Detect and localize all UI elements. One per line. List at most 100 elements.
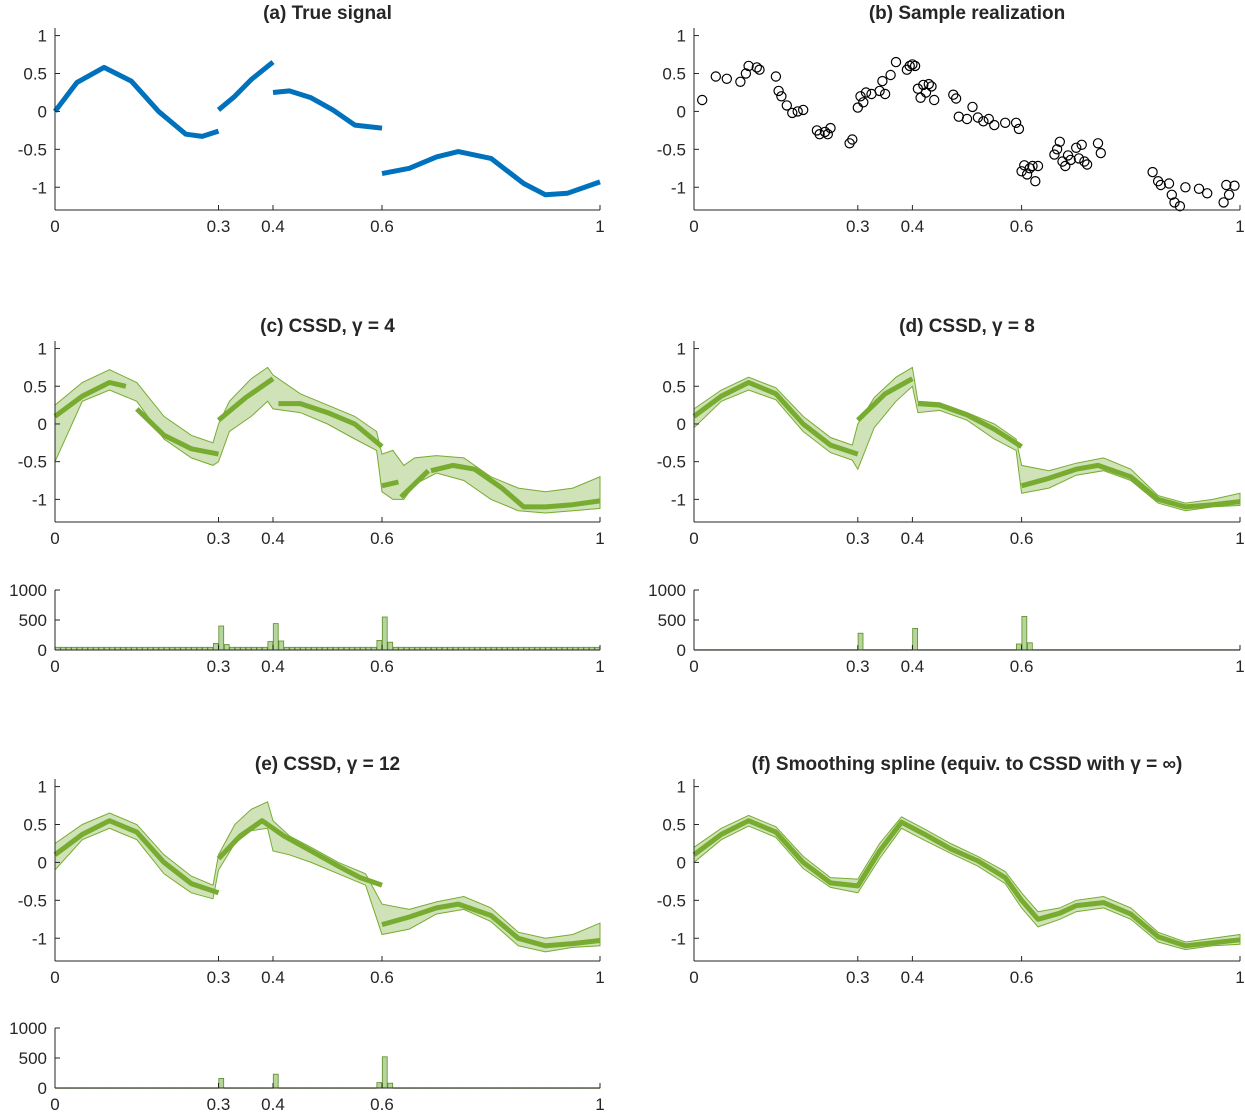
- x-tick-label: 0: [689, 657, 698, 676]
- x-tick-label: 0.3: [207, 657, 231, 676]
- scatter-point: [874, 85, 885, 97]
- scatter-point: [1054, 136, 1066, 147]
- panel-title: (f) Smoothing spline (equiv. to CSSD wit…: [752, 754, 1183, 775]
- y-tick-label: 0: [38, 641, 47, 660]
- scatter-point: [1019, 160, 1030, 171]
- series-line-fit-5: [381, 479, 399, 489]
- scatter-point: [773, 85, 784, 97]
- y-tick-label: 500: [19, 1049, 47, 1068]
- scatter-point: [1065, 154, 1076, 166]
- y-tick-label: 1: [38, 340, 47, 359]
- scatter-point: [1051, 144, 1063, 155]
- series-line-segment-2: [216, 60, 275, 112]
- x-tick-label: 0.6: [370, 657, 394, 676]
- y-tick-label: 0.5: [662, 65, 686, 84]
- y-tick-label: 1: [38, 27, 47, 46]
- scatter-point: [1155, 179, 1167, 191]
- y-tick-label: -0.5: [18, 453, 47, 472]
- x-tick-label: 0.4: [261, 657, 285, 676]
- series-line-segment-4: [381, 149, 601, 198]
- x-tick-label: 0.6: [370, 217, 394, 236]
- series-line-segment-3: [272, 88, 383, 131]
- scatter-point: [978, 116, 989, 127]
- histogram-bar: [218, 625, 225, 651]
- scatter-point: [754, 64, 765, 75]
- y-tick-label: 0: [677, 853, 686, 872]
- x-tick-label: 0.3: [207, 1095, 231, 1114]
- panel-d-hist: 0 0.3 0.4 0.6 1 1000 500 0: [648, 581, 1245, 676]
- scatter-point: [825, 122, 836, 134]
- scatter-point: [1092, 138, 1104, 149]
- scatter-point: [776, 91, 787, 102]
- scatter-point: [1030, 175, 1041, 187]
- scatter-point: [1027, 160, 1038, 172]
- scatter-point: [1000, 117, 1011, 129]
- panel-f: (f) Smoothing spline (equiv. to CSSD wit…: [657, 754, 1245, 987]
- scatter-point: [1201, 188, 1213, 199]
- y-tick-label: 0: [677, 415, 686, 434]
- scatter-point: [1163, 178, 1175, 189]
- y-tick-label: -1: [32, 178, 47, 197]
- x-tick-label: 0.4: [901, 657, 925, 676]
- y-tick-label: 0.5: [23, 65, 47, 84]
- x-tick-label: 0: [50, 529, 59, 548]
- x-tick-label: 0: [50, 657, 59, 676]
- scatter-point: [885, 69, 896, 81]
- y-tick-label: 500: [658, 611, 686, 630]
- scatter-point: [1174, 200, 1186, 212]
- y-tick-label: 0.5: [662, 816, 686, 835]
- scatter-point: [1180, 182, 1191, 193]
- y-tick-label: -0.5: [18, 140, 47, 159]
- y-tick-label: 1: [677, 27, 686, 46]
- scatter-point: [770, 71, 782, 82]
- panel-title: (b) Sample realization: [869, 3, 1065, 24]
- scatter-point: [858, 97, 869, 108]
- x-tick-label: 0.4: [261, 968, 285, 987]
- y-tick-label: -0.5: [657, 891, 686, 910]
- scatter-point: [1095, 147, 1107, 159]
- confidence-band: [54, 801, 601, 953]
- scatter-point: [847, 134, 858, 145]
- scatter-point: [1049, 149, 1060, 160]
- series-line-fit-4: [1020, 462, 1241, 510]
- y-tick-label: 1: [38, 778, 47, 797]
- scatter-point: [1166, 189, 1178, 200]
- x-tick-label: 0.4: [261, 1095, 285, 1114]
- y-tick-label: 500: [19, 611, 47, 630]
- x-tick-label: 0: [50, 968, 59, 987]
- scatter-point: [915, 92, 926, 104]
- scatter-point: [781, 100, 793, 111]
- y-tick-label: 0: [38, 1079, 47, 1098]
- histogram-bar: [272, 1073, 279, 1089]
- histogram-bar: [272, 623, 279, 651]
- y-tick-label: -1: [671, 490, 686, 509]
- scatter-point: [918, 79, 929, 91]
- x-tick-label: 0.6: [1010, 529, 1034, 548]
- x-tick-label: 0.3: [207, 529, 231, 548]
- scatter-point: [950, 93, 962, 104]
- histogram-bar: [387, 1082, 394, 1089]
- x-tick-label: 1: [595, 1095, 604, 1114]
- histogram-bar: [912, 628, 919, 651]
- y-tick-label: -1: [32, 490, 47, 509]
- series-line-fit-7: [430, 462, 601, 510]
- y-tick-label: 0: [38, 102, 47, 121]
- scatter-point: [1060, 160, 1071, 172]
- series-line-fit-3: [216, 376, 275, 423]
- x-tick-label: 0.3: [207, 217, 231, 236]
- x-tick-label: 1: [1235, 217, 1244, 236]
- series-line-fit-2: [135, 407, 219, 457]
- panel-c-hist: 0 0.3 0.4 0.6 1 1000 500 0: [9, 581, 605, 676]
- y-tick-label: -1: [671, 178, 686, 197]
- series-line-fit-3: [381, 901, 601, 949]
- x-tick-label: 0.6: [1010, 217, 1034, 236]
- y-tick-label: 0: [677, 102, 686, 121]
- scatter-point: [926, 81, 937, 92]
- histogram-bar: [212, 643, 219, 651]
- y-tick-label: -0.5: [657, 140, 686, 159]
- x-tick-label: 0.4: [261, 529, 285, 548]
- x-tick-label: 1: [595, 657, 604, 676]
- scatter-point: [787, 107, 798, 119]
- y-tick-label: -0.5: [657, 453, 686, 472]
- y-tick-label: 1000: [9, 581, 47, 600]
